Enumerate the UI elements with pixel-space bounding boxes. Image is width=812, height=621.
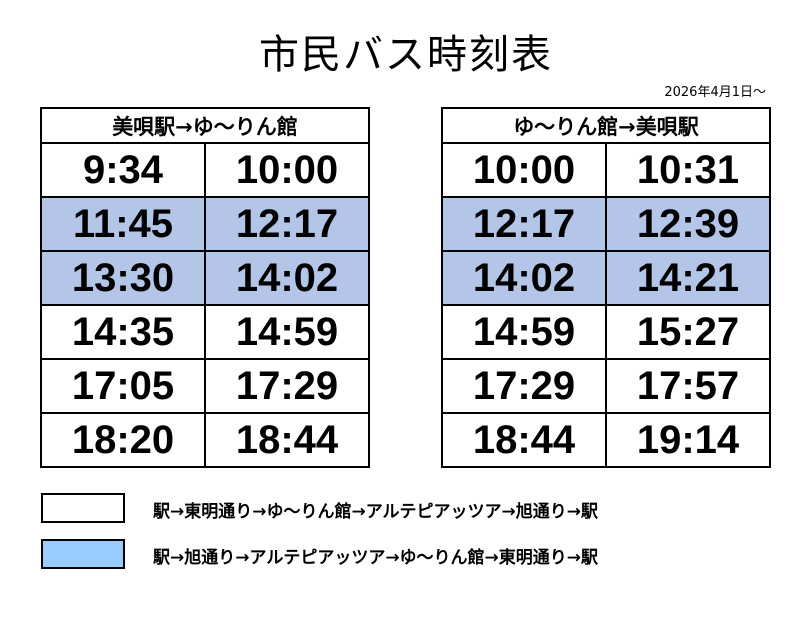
- title: 市民バス時刻表: [259, 32, 553, 78]
- time-cell: 12:17: [204, 196, 370, 252]
- time-row: 11:45 12:17: [40, 196, 370, 252]
- effective-date: 2026年4月1日～: [664, 85, 766, 100]
- time-cell: 18:44: [441, 412, 607, 468]
- table-header: 美唄駅→ゆ～りん館: [40, 107, 370, 144]
- time-cell: 14:02: [441, 250, 607, 306]
- time-cell: 12:39: [605, 196, 771, 252]
- legend-swatch: [41, 539, 125, 569]
- header-row: 美唄駅→ゆ～りん館: [40, 107, 370, 144]
- legend-swatch: [41, 493, 125, 523]
- time-cell: 17:57: [605, 358, 771, 414]
- time-cell: 14:59: [441, 304, 607, 360]
- time-cell: 18:20: [40, 412, 206, 468]
- time-cell: 18:44: [204, 412, 370, 468]
- time-cell: 10:31: [605, 142, 771, 198]
- time-row: 10:00 10:31: [441, 142, 771, 198]
- time-row: 14:59 15:27: [441, 304, 771, 360]
- time-row: 17:29 17:57: [441, 358, 771, 414]
- time-row: 13:30 14:02: [40, 250, 370, 306]
- timetable: 美唄駅→ゆ～りん館 9:34 10:00 11:45 12:17 13:30 14:02 14…: [40, 107, 370, 468]
- time-row: 9:34 10:00: [40, 142, 370, 198]
- legend-label: 駅→東明通り→ゆ～りん館→アルテピアッツア→旭通り→駅: [153, 502, 599, 522]
- time-row: 14:35 14:59: [40, 304, 370, 360]
- time-row: 17:05 17:29: [40, 358, 370, 414]
- time-row: 14:02 14:21: [441, 250, 771, 306]
- header-row: ゆ～りん館→美唄駅: [441, 107, 771, 144]
- time-cell: 17:29: [204, 358, 370, 414]
- time-cell: 17:05: [40, 358, 206, 414]
- time-cell: 10:00: [204, 142, 370, 198]
- table-header: ゆ～りん館→美唄駅: [441, 107, 771, 144]
- time-row: 18:44 19:14: [441, 412, 771, 468]
- time-cell: 14:02: [204, 250, 370, 306]
- time-cell: 13:30: [40, 250, 206, 306]
- time-row: 12:17 12:39: [441, 196, 771, 252]
- legend-label: 駅→旭通り→アルテピアッツア→ゆ～りん館→東明通り→駅: [153, 548, 599, 568]
- time-cell: 12:17: [441, 196, 607, 252]
- time-row: 18:20 18:44: [40, 412, 370, 468]
- time-cell: 15:27: [605, 304, 771, 360]
- time-cell: 9:34: [40, 142, 206, 198]
- time-cell: 17:29: [441, 358, 607, 414]
- time-cell: 11:45: [40, 196, 206, 252]
- time-cell: 14:35: [40, 304, 206, 360]
- time-cell: 14:59: [204, 304, 370, 360]
- time-cell: 10:00: [441, 142, 607, 198]
- timetable: ゆ～りん館→美唄駅 10:00 10:31 12:17 12:39 14:02 14:21 1…: [441, 107, 771, 468]
- time-cell: 19:14: [605, 412, 771, 468]
- time-cell: 14:21: [605, 250, 771, 306]
